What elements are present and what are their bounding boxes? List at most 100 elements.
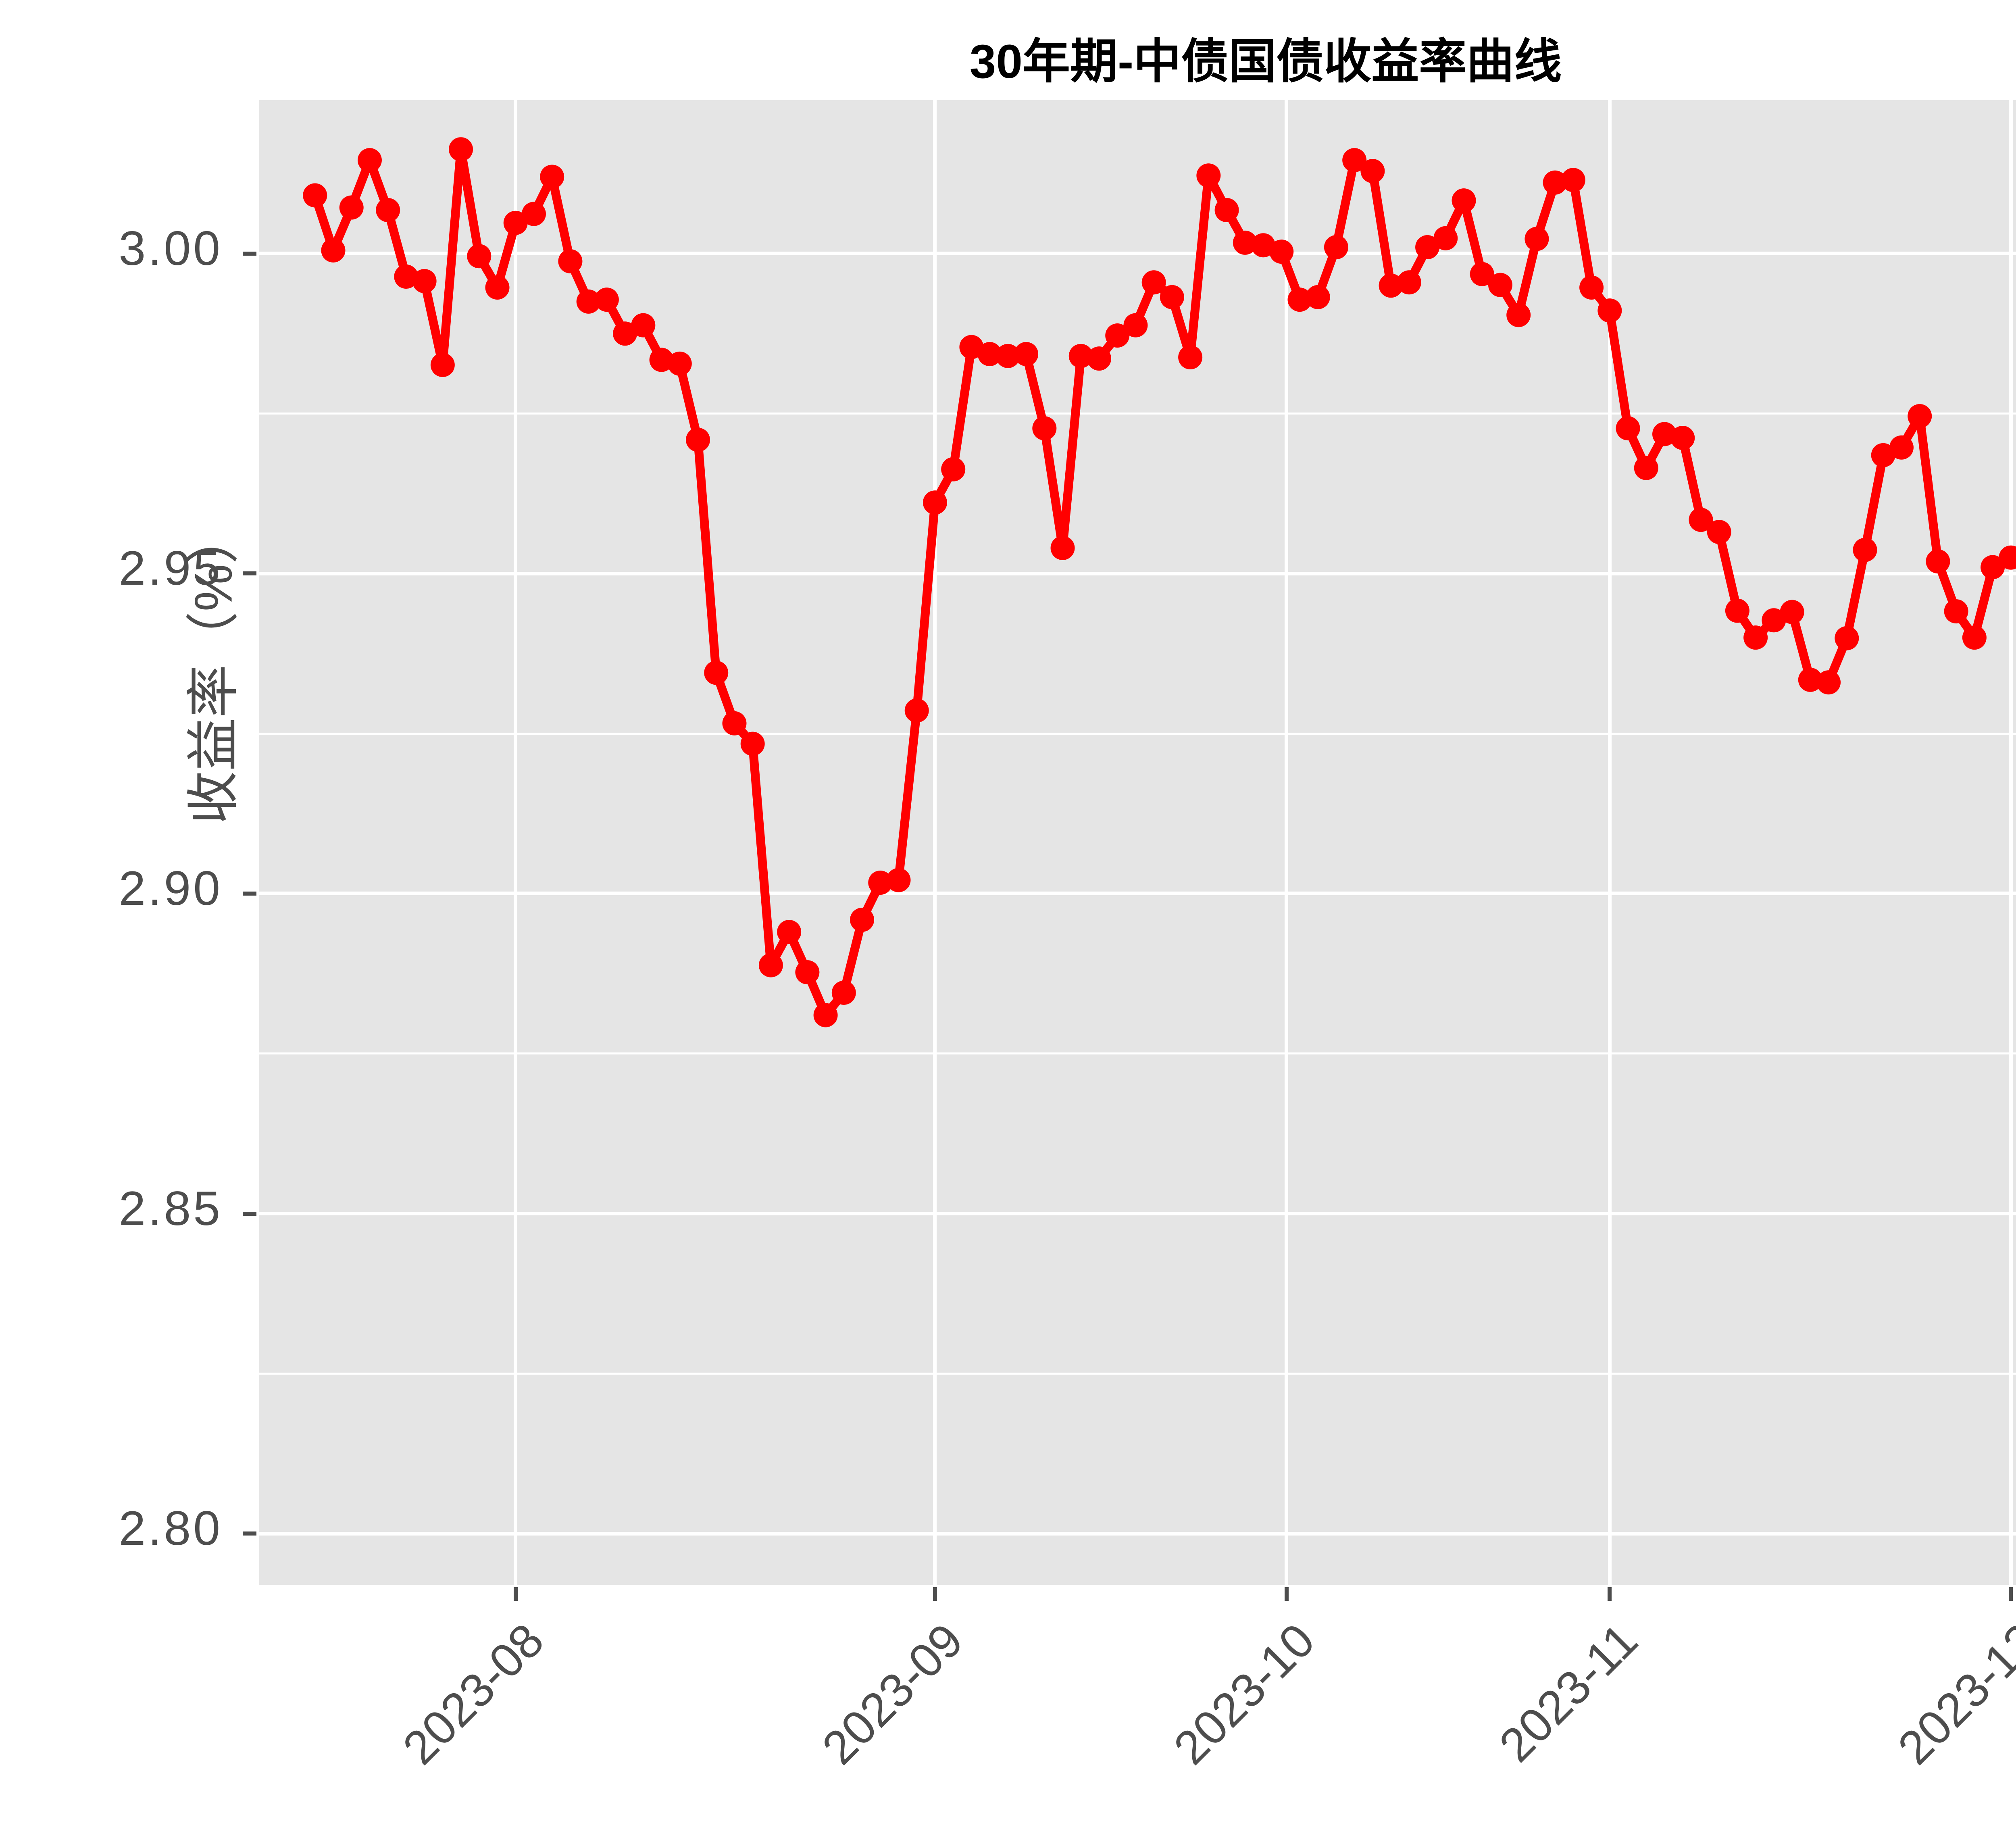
data-point xyxy=(795,960,820,985)
data-point xyxy=(1981,555,2005,579)
data-point xyxy=(1269,240,1294,264)
x-axis-tick-mark xyxy=(2009,1587,2013,1601)
data-point xyxy=(704,661,729,685)
plot-area xyxy=(259,100,2016,1585)
gridline-horizontal xyxy=(259,1531,2016,1536)
data-point xyxy=(959,335,984,359)
data-point xyxy=(1689,508,1713,532)
data-point xyxy=(1397,270,1421,295)
data-point xyxy=(722,711,747,736)
data-point xyxy=(1524,227,1549,251)
data-point xyxy=(1962,625,1987,650)
data-point xyxy=(1561,168,1585,192)
data-point xyxy=(558,249,583,273)
data-point xyxy=(1506,303,1531,327)
data-point xyxy=(1798,667,1822,692)
y-axis-tick-mark xyxy=(243,251,256,256)
data-point xyxy=(1470,262,1494,286)
gridline-horizontal xyxy=(259,892,2016,896)
data-point xyxy=(1251,233,1276,258)
x-axis-tick-label: 2023-11 xyxy=(1489,1613,1648,1772)
data-point xyxy=(1871,443,1895,467)
data-point xyxy=(977,342,1002,367)
data-point xyxy=(1123,313,1148,338)
data-point xyxy=(594,288,619,312)
x-axis-tick-mark xyxy=(1284,1587,1289,1601)
y-axis-tick-mark xyxy=(243,1531,256,1536)
y-axis-tick-label: 2.90 xyxy=(119,861,223,915)
x-axis-tick-label: 2023-08 xyxy=(392,1613,554,1775)
data-point xyxy=(941,457,966,481)
data-point xyxy=(1908,404,1932,429)
y-axis-tick-mark xyxy=(243,571,256,576)
data-point xyxy=(1616,416,1640,441)
x-axis-tick-mark xyxy=(933,1587,937,1601)
data-point xyxy=(923,490,947,515)
y-axis-tick-label: 3.00 xyxy=(119,221,223,275)
data-point xyxy=(576,289,601,314)
data-point xyxy=(1141,270,1166,295)
data-point xyxy=(631,313,656,338)
data-point xyxy=(996,344,1020,368)
gridline-vertical xyxy=(514,100,518,1585)
data-point xyxy=(1780,600,1804,624)
x-axis-tick-mark xyxy=(1608,1587,1612,1601)
data-point xyxy=(503,210,528,235)
data-point xyxy=(485,275,510,300)
data-point xyxy=(449,137,473,162)
data-point xyxy=(1214,198,1239,222)
data-point xyxy=(1944,599,1968,624)
y-axis-tick-label: 2.85 xyxy=(119,1181,223,1236)
data-point xyxy=(1160,285,1184,309)
x-axis-tick-label: 2023-12 xyxy=(1888,1613,2016,1775)
gridline-vertical xyxy=(933,100,937,1585)
gridline-horizontal-minor xyxy=(259,1052,2016,1055)
data-point xyxy=(321,238,346,263)
data-point xyxy=(758,953,783,977)
y-axis-tick-label: 2.95 xyxy=(119,541,223,596)
data-point xyxy=(1087,346,1111,371)
data-point xyxy=(1014,342,1039,367)
data-point xyxy=(357,148,382,173)
x-axis-tick-label: 2023-10 xyxy=(1163,1613,1325,1775)
data-point xyxy=(1342,148,1367,173)
data-point xyxy=(1707,520,1731,544)
data-point xyxy=(1543,170,1567,195)
data-point xyxy=(777,920,802,944)
data-point xyxy=(521,202,546,226)
data-point xyxy=(394,265,419,289)
data-point xyxy=(850,908,875,932)
page-title: 30年期-中债国债收益率曲线 xyxy=(969,35,1562,88)
data-point xyxy=(686,427,710,452)
gridline-vertical xyxy=(2009,100,2013,1585)
data-point xyxy=(1816,670,1841,695)
y-axis-tick-mark xyxy=(243,891,256,896)
data-point xyxy=(813,1003,838,1027)
data-point xyxy=(1652,422,1677,446)
data-point xyxy=(886,868,911,892)
data-point xyxy=(1379,273,1403,298)
data-point xyxy=(1634,456,1658,480)
data-point xyxy=(1999,545,2016,570)
data-point xyxy=(376,198,400,222)
gridline-vertical xyxy=(1608,100,1612,1585)
data-point xyxy=(831,980,856,1005)
data-point xyxy=(1360,159,1385,183)
gridline-horizontal xyxy=(259,571,2016,575)
data-point xyxy=(868,870,893,895)
x-axis-tick-mark xyxy=(513,1587,518,1601)
data-point xyxy=(1287,288,1312,312)
data-point xyxy=(1415,235,1440,260)
data-point xyxy=(1889,435,1914,460)
data-point xyxy=(904,698,929,723)
data-point xyxy=(1306,285,1330,309)
series-layer xyxy=(303,137,2016,1027)
data-point xyxy=(1597,298,1622,323)
gridline-horizontal-minor xyxy=(259,413,2016,415)
y-axis-tick-mark xyxy=(243,1211,256,1216)
data-point xyxy=(1105,323,1130,348)
series-line xyxy=(310,145,2016,1020)
data-point xyxy=(1670,425,1695,450)
data-point xyxy=(613,321,637,346)
